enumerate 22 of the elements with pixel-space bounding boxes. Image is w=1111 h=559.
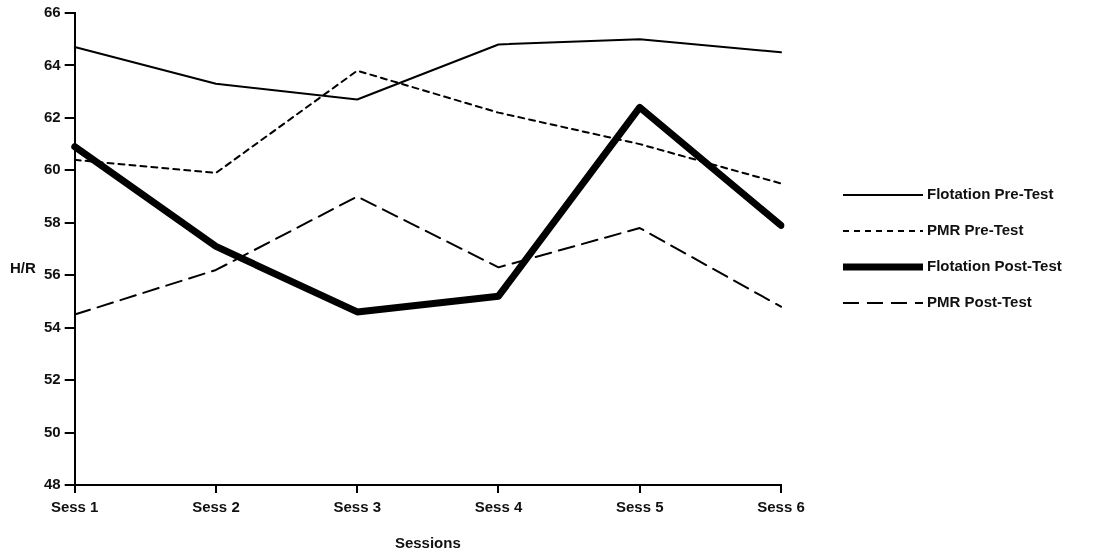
- x-tick-label: Sess 3: [333, 498, 381, 516]
- y-tick-label: 50: [44, 422, 61, 440]
- y-tick-label: 56: [44, 265, 61, 283]
- y-tick-label: 66: [44, 3, 61, 21]
- y-axis-title: H/R: [10, 259, 36, 277]
- x-tick-label: Sess 4: [474, 498, 523, 516]
- x-tick-label: Sess 6: [757, 498, 805, 516]
- text: PMR Pre-Test: [927, 221, 1024, 239]
- y-tick-label: 52: [44, 370, 61, 388]
- text: Flotation Post-Test: [927, 257, 1062, 275]
- x-tick-label: Sess 5: [615, 498, 664, 516]
- y-tick-label: 60: [44, 160, 61, 178]
- text: Flotation Pre-Test: [927, 185, 1054, 203]
- y-tick-label: 62: [44, 108, 61, 126]
- y-tick-label: 64: [44, 55, 62, 73]
- x-axis-title: Sessions: [394, 534, 461, 552]
- x-tick-label: Sess 1: [50, 498, 99, 516]
- y-tick-label: 54: [44, 317, 62, 335]
- y-tick-label: 58: [44, 212, 61, 230]
- text: PMR Post-Test: [927, 293, 1032, 311]
- y-tick-label: 48: [44, 475, 61, 493]
- x-tick-label: Sess 2: [192, 498, 240, 516]
